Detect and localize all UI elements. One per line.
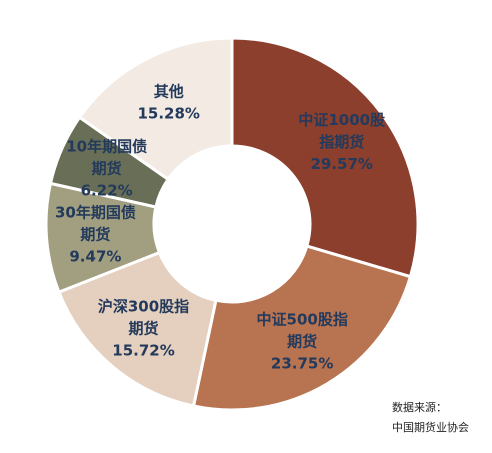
slice-label: 10年期国债期货 6.22%	[66, 138, 147, 200]
donut-slices	[44, 36, 420, 412]
slice-name-label: 30年期国债	[55, 204, 136, 222]
slice-name-label: 期货	[92, 160, 122, 178]
slice-value-label: 6.22%	[81, 182, 133, 200]
source-line-2: 中国期货业协会	[392, 421, 469, 434]
slice-label: 30年期国债期货 9.47%	[55, 204, 136, 266]
slice-name-label: 中证1000股	[298, 111, 386, 129]
slice-value-label: 9.47%	[69, 248, 121, 266]
slice-value-label: 15.72%	[112, 342, 174, 360]
slice-name-label: 其他	[154, 82, 184, 100]
slice-name-label: 期货	[80, 226, 110, 244]
slice-name-label: 期货	[287, 333, 317, 351]
data-source-note: 数据来源： 中国期货业协会	[392, 398, 469, 438]
slice-value-label: 23.75%	[271, 355, 333, 373]
donut-slice	[191, 244, 413, 412]
slice-name-label: 10年期国债	[66, 138, 147, 156]
slice-label: 中证1000股指期货 29.57%	[298, 111, 386, 173]
donut-slice	[77, 36, 234, 182]
slice-value-label: 15.28%	[137, 104, 199, 122]
slice-labels: 中证1000股指期货 29.57%中证500股指期货 23.75%沪深300股指期货…	[55, 82, 386, 372]
slice-name-label: 中证500股指	[257, 311, 348, 329]
source-line-1: 数据来源：	[392, 401, 447, 414]
donut-slice	[230, 36, 420, 279]
donut-slice	[56, 250, 218, 408]
slice-name-label: 指期货	[319, 133, 364, 151]
slice-value-label: 29.57%	[310, 155, 372, 173]
slice-label: 沪深300股指期货 15.72%	[98, 298, 189, 360]
slice-name-label: 沪深300股指	[98, 298, 189, 316]
slice-label: 其他 15.28%	[137, 82, 199, 122]
slice-name-label: 期货	[129, 320, 159, 338]
slice-label: 中证500股指期货 23.75%	[257, 311, 348, 373]
